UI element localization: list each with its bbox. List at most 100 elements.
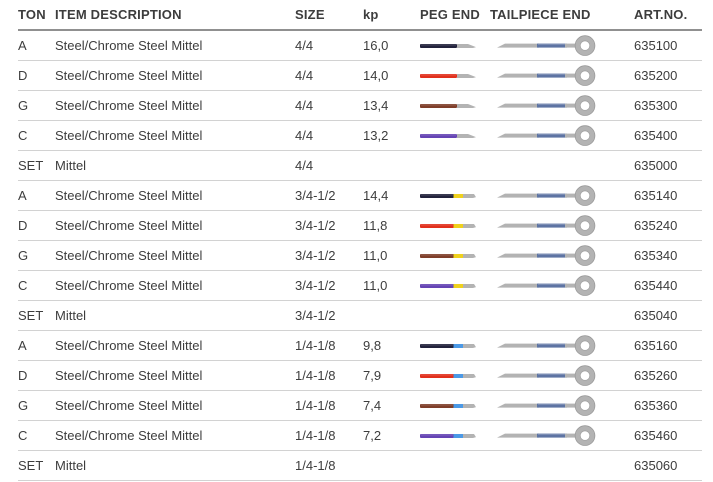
- column-header-size: SIZE: [295, 7, 325, 22]
- table-row: D Steel/Chrome Steel Mittel 4/4 14,0 635200: [18, 61, 702, 91]
- size-cell: 3/4-1/2: [295, 248, 336, 263]
- peg-end-cell: [420, 251, 490, 261]
- tailpiece-end-string-icon: [497, 364, 596, 386]
- kp-cell: 14,4: [363, 188, 389, 203]
- tailpiece-end-cell: [490, 244, 634, 267]
- peg-end-cell: [420, 281, 490, 291]
- item-description-cell: Steel/Chrome Steel Mittel: [55, 68, 203, 83]
- tailpiece-end-cell: [490, 94, 634, 117]
- art-no-cell: 635000: [634, 158, 678, 173]
- size-cell: 1/4-1/8: [295, 398, 336, 413]
- art-no-cell: 635360: [634, 398, 678, 413]
- size-cell: 3/4-1/2: [295, 278, 336, 293]
- peg-end-cell: [420, 341, 490, 351]
- ton-cell: SET: [18, 458, 44, 473]
- item-description-cell: Steel/Chrome Steel Mittel: [55, 218, 203, 233]
- tailpiece-end-string-icon: [497, 94, 596, 116]
- art-no-cell: 635060: [634, 458, 678, 473]
- size-cell: 3/4-1/2: [295, 218, 336, 233]
- kp-cell: 11,0: [363, 248, 388, 263]
- item-description-cell: Mittel: [55, 458, 87, 473]
- kp-cell: 13,2: [363, 128, 389, 143]
- table-row: C Steel/Chrome Steel Mittel 1/4-1/8 7,2 6354…: [18, 421, 702, 451]
- peg-end-string-icon: [420, 283, 476, 288]
- art-no-cell: 635040: [634, 308, 678, 323]
- column-header-tailpiece-end: TAILPIECE END: [490, 7, 591, 22]
- tailpiece-end-cell: [490, 124, 634, 147]
- size-cell: 1/4-1/8: [295, 458, 336, 473]
- table-body: A Steel/Chrome Steel Mittel 4/4 16,0 635100 D…: [18, 31, 702, 481]
- art-no-cell: 635440: [634, 278, 678, 293]
- kp-cell: 9,8: [363, 338, 382, 353]
- size-cell: 4/4: [295, 68, 314, 83]
- column-header-peg-end: PEG END: [420, 7, 480, 22]
- peg-end-cell: [420, 41, 490, 51]
- kp-cell: 14,0: [363, 68, 389, 83]
- art-no-cell: 635200: [634, 68, 678, 83]
- ton-cell: A: [18, 38, 27, 53]
- peg-end-string-icon: [420, 103, 476, 108]
- ton-cell: G: [18, 248, 29, 263]
- item-description-cell: Mittel: [55, 158, 87, 173]
- peg-end-string-icon: [420, 253, 476, 258]
- ton-cell: D: [18, 218, 28, 233]
- table-row: SET Mittel 3/4-1/2 635040: [18, 301, 702, 331]
- peg-end-string-icon: [420, 343, 476, 348]
- peg-end-cell: [420, 431, 490, 441]
- art-no-cell: 635100: [634, 38, 678, 53]
- size-cell: 1/4-1/8: [295, 338, 336, 353]
- art-no-cell: 635140: [634, 188, 678, 203]
- table-row: G Steel/Chrome Steel Mittel 3/4-1/2 11,0 635…: [18, 241, 702, 271]
- tailpiece-end-string-icon: [497, 214, 596, 236]
- ton-cell: G: [18, 98, 29, 113]
- item-description-cell: Steel/Chrome Steel Mittel: [55, 338, 203, 353]
- tailpiece-end-string-icon: [497, 334, 596, 356]
- peg-end-cell: [420, 191, 490, 201]
- peg-end-cell: [420, 401, 490, 411]
- size-cell: 1/4-1/8: [295, 428, 336, 443]
- table-row: A Steel/Chrome Steel Mittel 4/4 16,0 635100: [18, 31, 702, 61]
- table-row: D Steel/Chrome Steel Mittel 3/4-1/2 11,8 635…: [18, 211, 702, 241]
- tailpiece-end-string-icon: [497, 274, 596, 296]
- tailpiece-end-string-icon: [497, 34, 596, 56]
- ton-cell: A: [18, 338, 27, 353]
- peg-end-string-icon: [420, 43, 476, 48]
- table-row: SET Mittel 4/4 635000: [18, 151, 702, 181]
- item-description-cell: Steel/Chrome Steel Mittel: [55, 38, 203, 53]
- tailpiece-end-cell: [490, 214, 634, 237]
- ton-cell: C: [18, 128, 28, 143]
- size-cell: 1/4-1/8: [295, 368, 336, 383]
- tailpiece-end-cell: [490, 64, 634, 87]
- art-no-cell: 635340: [634, 248, 678, 263]
- table-row: SET Mittel 1/4-1/8 635060: [18, 451, 702, 481]
- peg-end-string-icon: [420, 193, 476, 198]
- art-no-cell: 635160: [634, 338, 678, 353]
- kp-cell: 7,4: [363, 398, 382, 413]
- tailpiece-end-string-icon: [497, 64, 596, 86]
- kp-cell: 16,0: [363, 38, 389, 53]
- size-cell: 4/4: [295, 158, 314, 173]
- item-description-cell: Steel/Chrome Steel Mittel: [55, 428, 203, 443]
- ton-cell: C: [18, 428, 28, 443]
- size-cell: 4/4: [295, 98, 314, 113]
- ton-cell: SET: [18, 158, 44, 173]
- ton-cell: SET: [18, 308, 44, 323]
- item-description-cell: Steel/Chrome Steel Mittel: [55, 248, 203, 263]
- tailpiece-end-cell: [490, 184, 634, 207]
- kp-cell: 7,2: [363, 428, 382, 443]
- table-row: C Steel/Chrome Steel Mittel 4/4 13,2 635400: [18, 121, 702, 151]
- size-cell: 3/4-1/2: [295, 308, 336, 323]
- ton-cell: D: [18, 68, 28, 83]
- item-description-cell: Steel/Chrome Steel Mittel: [55, 188, 203, 203]
- kp-cell: 7,9: [363, 368, 382, 383]
- table-row: C Steel/Chrome Steel Mittel 3/4-1/2 11,0 635…: [18, 271, 702, 301]
- item-description-cell: Steel/Chrome Steel Mittel: [55, 278, 203, 293]
- size-cell: 4/4: [295, 38, 314, 53]
- table-row: D Steel/Chrome Steel Mittel 1/4-1/8 7,9 6352…: [18, 361, 702, 391]
- table-row: A Steel/Chrome Steel Mittel 3/4-1/2 14,4 635…: [18, 181, 702, 211]
- peg-end-cell: [420, 101, 490, 111]
- art-no-cell: 635260: [634, 368, 678, 383]
- art-no-cell: 635240: [634, 218, 678, 233]
- tailpiece-end-string-icon: [497, 394, 596, 416]
